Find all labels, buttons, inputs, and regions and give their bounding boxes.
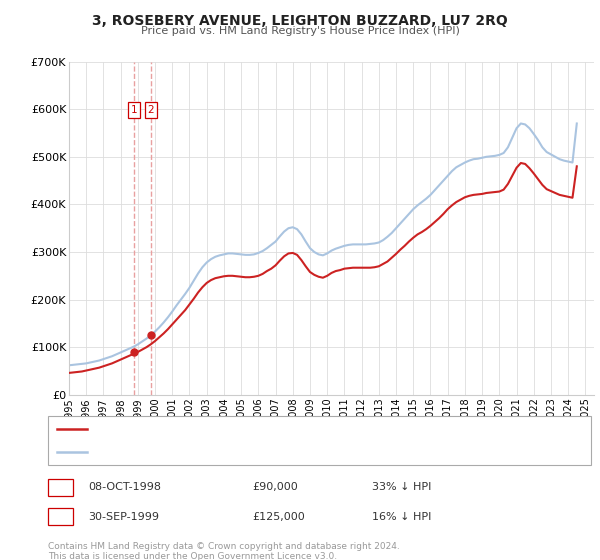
Text: 1: 1 xyxy=(57,482,64,492)
Text: 2: 2 xyxy=(57,512,64,522)
Text: 33% ↓ HPI: 33% ↓ HPI xyxy=(372,482,431,492)
Text: 30-SEP-1999: 30-SEP-1999 xyxy=(88,512,159,522)
Text: £125,000: £125,000 xyxy=(252,512,305,522)
Text: 3, ROSEBERY AVENUE, LEIGHTON BUZZARD, LU7 2RQ: 3, ROSEBERY AVENUE, LEIGHTON BUZZARD, LU… xyxy=(92,14,508,28)
Text: £90,000: £90,000 xyxy=(252,482,298,492)
Text: 1: 1 xyxy=(131,105,137,115)
Text: Price paid vs. HM Land Registry's House Price Index (HPI): Price paid vs. HM Land Registry's House … xyxy=(140,26,460,36)
Text: 16% ↓ HPI: 16% ↓ HPI xyxy=(372,512,431,522)
Text: 3, ROSEBERY AVENUE, LEIGHTON BUZZARD, LU7 2RQ (detached house): 3, ROSEBERY AVENUE, LEIGHTON BUZZARD, LU… xyxy=(93,424,445,435)
Text: 2: 2 xyxy=(148,105,154,115)
Text: 08-OCT-1998: 08-OCT-1998 xyxy=(88,482,161,492)
Text: HPI: Average price, detached house, Central Bedfordshire: HPI: Average price, detached house, Cent… xyxy=(93,447,374,457)
Text: Contains HM Land Registry data © Crown copyright and database right 2024.
This d: Contains HM Land Registry data © Crown c… xyxy=(48,542,400,560)
